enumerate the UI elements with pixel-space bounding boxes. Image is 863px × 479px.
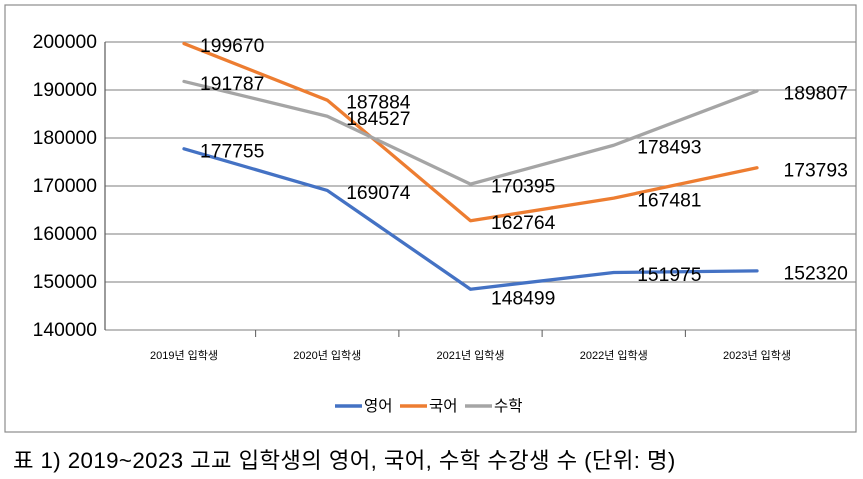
- svg-text:170395: 170395: [491, 177, 555, 198]
- svg-text:199670: 199670: [200, 36, 264, 57]
- svg-text:178493: 178493: [637, 138, 701, 159]
- svg-text:167481: 167481: [637, 191, 701, 212]
- svg-text:2021년 입학생: 2021년 입학생: [436, 349, 504, 362]
- svg-text:150000: 150000: [33, 272, 97, 293]
- svg-text:2023년 입학생: 2023년 입학생: [723, 349, 791, 362]
- svg-text:189807: 189807: [784, 83, 848, 104]
- svg-text:152320: 152320: [784, 263, 848, 284]
- svg-text:162764: 162764: [491, 213, 556, 234]
- svg-text:190000: 190000: [33, 80, 97, 101]
- svg-text:151975: 151975: [637, 265, 701, 286]
- svg-text:170000: 170000: [33, 176, 97, 197]
- svg-text:2020년 입학생: 2020년 입학생: [293, 349, 361, 362]
- svg-text:2022년 입학생: 2022년 입학생: [580, 349, 648, 362]
- svg-text:191787: 191787: [200, 74, 264, 95]
- svg-text:200000: 200000: [33, 32, 97, 53]
- svg-text:160000: 160000: [33, 224, 97, 245]
- svg-text:177755: 177755: [200, 141, 264, 162]
- svg-text:수학: 수학: [494, 397, 523, 415]
- svg-text:영어: 영어: [364, 397, 393, 415]
- svg-text:169074: 169074: [346, 183, 411, 204]
- svg-text:180000: 180000: [33, 128, 97, 149]
- svg-text:184527: 184527: [346, 109, 410, 130]
- svg-text:국어: 국어: [429, 397, 458, 415]
- svg-text:148499: 148499: [491, 288, 555, 309]
- svg-text:173793: 173793: [784, 160, 848, 181]
- svg-text:2019년 입학생: 2019년 입학생: [150, 349, 218, 362]
- svg-text:140000: 140000: [33, 320, 97, 341]
